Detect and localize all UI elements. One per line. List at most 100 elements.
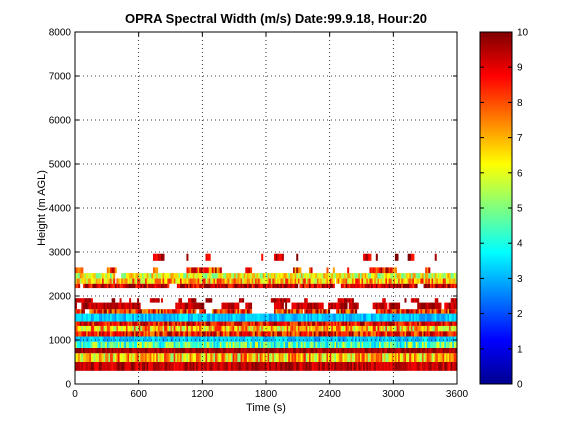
- heatmap-cell: [393, 278, 396, 284]
- heatmap-cell: [207, 313, 210, 322]
- heatmap-cell: [342, 313, 345, 322]
- heatmap-cell: [143, 341, 146, 348]
- heatmap-cell: [358, 353, 361, 362]
- heatmap-cell: [386, 331, 389, 337]
- heatmap-cell: [414, 362, 417, 371]
- heatmap-cell: [156, 325, 159, 332]
- heatmap-cell: [318, 331, 321, 337]
- heatmap-cell: [113, 353, 116, 362]
- heatmap-cell: [172, 341, 175, 348]
- heatmap-cell: [189, 347, 192, 354]
- heatmap-cell: [452, 278, 455, 284]
- heatmap-cell: [391, 325, 394, 332]
- heatmap-cell: [426, 278, 429, 284]
- heatmap-cell: [133, 283, 136, 289]
- heatmap-cell: [78, 267, 81, 274]
- heatmap-cell: [434, 302, 437, 310]
- heatmap-cell: [337, 336, 340, 342]
- heatmap-cell: [82, 336, 85, 342]
- heatmap-layer: [75, 283, 458, 289]
- heatmap-cell: [140, 325, 143, 332]
- heatmap-cell: [385, 302, 388, 310]
- heatmap-cell: [275, 302, 278, 310]
- heatmap-cell: [299, 283, 302, 289]
- heatmap-cell: [447, 353, 450, 362]
- heatmap-cell: [351, 298, 354, 303]
- heatmap-cell: [89, 321, 92, 326]
- heatmap-cell: [132, 273, 135, 279]
- heatmap-cell: [339, 362, 342, 371]
- heatmap-cell: [412, 321, 415, 326]
- heatmap-cell: [229, 362, 232, 371]
- heatmap-cell: [356, 336, 359, 342]
- heatmap-cell: [246, 341, 249, 348]
- heatmap-cell: [364, 331, 367, 337]
- heatmap-cell: [280, 331, 283, 337]
- heatmap-cell: [289, 278, 292, 284]
- heatmap-cell: [343, 362, 346, 371]
- heatmap-cell: [391, 362, 394, 371]
- heatmap-cell: [132, 309, 135, 314]
- heatmap-cell: [447, 336, 450, 342]
- heatmap-cell: [350, 341, 353, 348]
- heatmap-cell: [418, 331, 421, 337]
- heatmap-cell: [95, 309, 98, 314]
- heatmap-cell: [170, 362, 173, 371]
- heatmap-cell: [371, 273, 374, 279]
- heatmap-cell: [393, 325, 396, 332]
- heatmap-cell: [160, 278, 163, 284]
- heatmap-cell: [308, 283, 311, 289]
- heatmap-cell: [129, 325, 132, 332]
- heatmap-cell: [321, 309, 324, 314]
- heatmap-cell: [353, 302, 356, 310]
- heatmap-cell: [216, 278, 219, 284]
- heatmap-cell: [129, 313, 132, 322]
- heatmap-cell: [385, 321, 388, 326]
- heatmap-cell: [426, 267, 429, 274]
- heatmap-cell: [84, 353, 87, 362]
- heatmap-cell: [266, 347, 268, 354]
- heatmap-cell: [250, 273, 253, 279]
- heatmap-cell: [366, 278, 369, 284]
- heatmap-cell: [157, 331, 160, 337]
- heatmap-cell: [238, 362, 241, 371]
- heatmap-cell: [418, 273, 421, 279]
- heatmap-cell: [232, 325, 235, 332]
- heatmap-cell: [434, 362, 437, 371]
- heatmap-cell: [399, 283, 402, 289]
- heatmap-cell: [437, 353, 440, 362]
- heatmap-cell: [455, 336, 458, 342]
- heatmap-cell: [129, 309, 132, 314]
- heatmap-cell: [156, 341, 159, 348]
- heatmap-cell: [176, 362, 179, 371]
- heatmap-cell: [106, 321, 109, 326]
- heatmap-cell: [363, 253, 366, 261]
- heatmap-cell: [132, 302, 135, 310]
- heatmap-cell: [117, 321, 120, 326]
- heatmap-cell: [410, 347, 413, 354]
- heatmap-cell: [86, 298, 89, 303]
- heatmap-cell: [348, 321, 351, 326]
- heatmap-cell: [428, 321, 431, 326]
- heatmap-cell: [407, 313, 410, 322]
- heatmap-cell: [266, 278, 268, 284]
- heatmap-cell: [135, 331, 138, 337]
- heatmap-cell: [272, 362, 275, 371]
- heatmap-cell: [226, 341, 229, 348]
- heatmap-cell: [219, 309, 222, 314]
- heatmap-cell: [407, 331, 410, 337]
- heatmap-cell: [436, 302, 439, 310]
- heatmap-cell: [95, 336, 98, 342]
- heatmap-cell: [385, 336, 388, 342]
- heatmap-cell: [302, 325, 305, 332]
- heatmap-cell: [113, 278, 116, 284]
- heatmap-cell: [205, 321, 208, 326]
- heatmap-cell: [355, 353, 358, 362]
- heatmap-cell: [350, 313, 353, 322]
- heatmap-cell: [318, 309, 321, 314]
- heatmap-cell: [310, 278, 313, 284]
- heatmap-cell: [342, 336, 345, 342]
- heatmap-cell: [213, 336, 216, 342]
- heatmap-cell: [165, 362, 168, 371]
- heatmap-cell: [254, 347, 257, 354]
